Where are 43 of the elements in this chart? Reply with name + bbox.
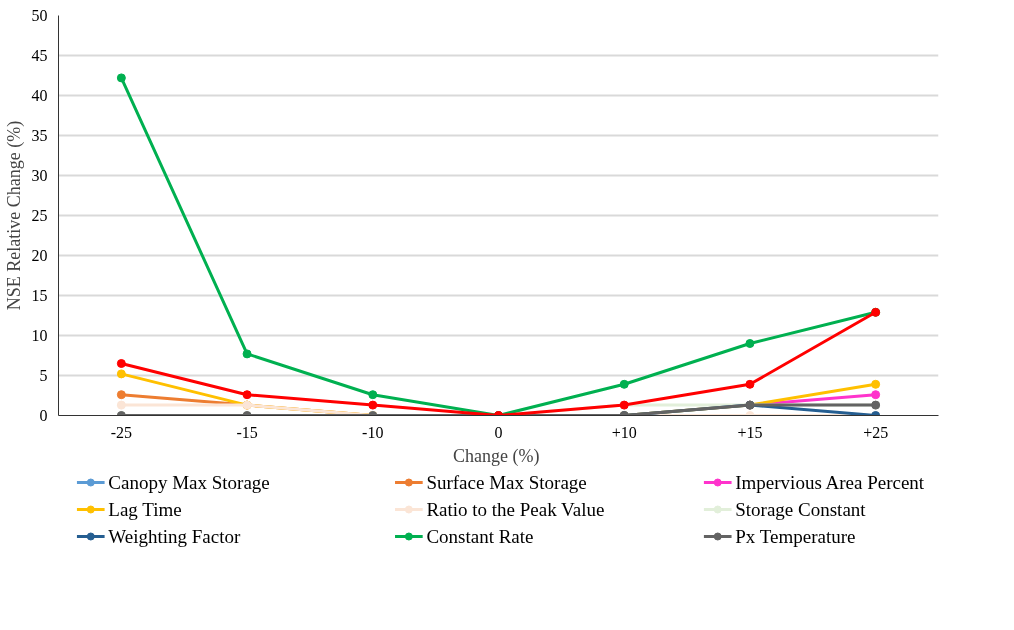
y-tick-label: 15 (31, 287, 48, 304)
point (619, 379, 629, 389)
point (871, 379, 881, 389)
y-tick-label: 35 (31, 127, 48, 144)
legend-label: Px Temperature (735, 526, 856, 547)
y-tick-label: 0 (39, 407, 48, 424)
legend-label: Ratio to the Peak Value (426, 499, 605, 520)
y-tick-label: 50 (31, 7, 48, 24)
point (242, 349, 252, 359)
x-tick-label: 0 (494, 423, 503, 441)
y-tick-label: 10 (31, 327, 48, 344)
legend-label: Constant Rate (426, 526, 534, 547)
x-tick-label: -15 (236, 423, 258, 441)
legend-label: Canopy Max Storage (108, 472, 270, 493)
x-axis-title: Change (%) (453, 445, 540, 467)
legend-label: Impervious Area Percent (735, 472, 925, 493)
y-tick-label: 20 (31, 247, 48, 264)
x-tick-label: -25 (110, 423, 133, 441)
point (116, 73, 126, 83)
point (242, 390, 252, 400)
y-tick-label: 40 (31, 87, 48, 104)
point (116, 359, 126, 368)
point (116, 400, 126, 410)
x-tick-label: -10 (362, 423, 384, 441)
point (871, 390, 881, 400)
point (745, 379, 755, 389)
point (368, 400, 378, 410)
y-tick-label: 45 (31, 47, 48, 64)
x-tick-label: +15 (737, 423, 763, 441)
point (368, 390, 378, 400)
legend-label: Storage Constant (735, 499, 867, 520)
point (116, 369, 126, 379)
y-tick-label: 30 (31, 167, 48, 184)
legend-label: Weighting Factor (108, 526, 241, 547)
y-tick-label: 25 (31, 207, 48, 224)
x-tick-label: +10 (611, 423, 637, 441)
legend-label: Lag Time (108, 499, 182, 520)
x-tick-label: +25 (863, 423, 889, 441)
y-axis-title: NSE Relative Change (%) (3, 120, 25, 311)
legend-label: Surface Max Storage (426, 472, 587, 493)
y-tick-label: 5 (39, 367, 48, 384)
point (116, 390, 126, 400)
point (745, 339, 755, 348)
